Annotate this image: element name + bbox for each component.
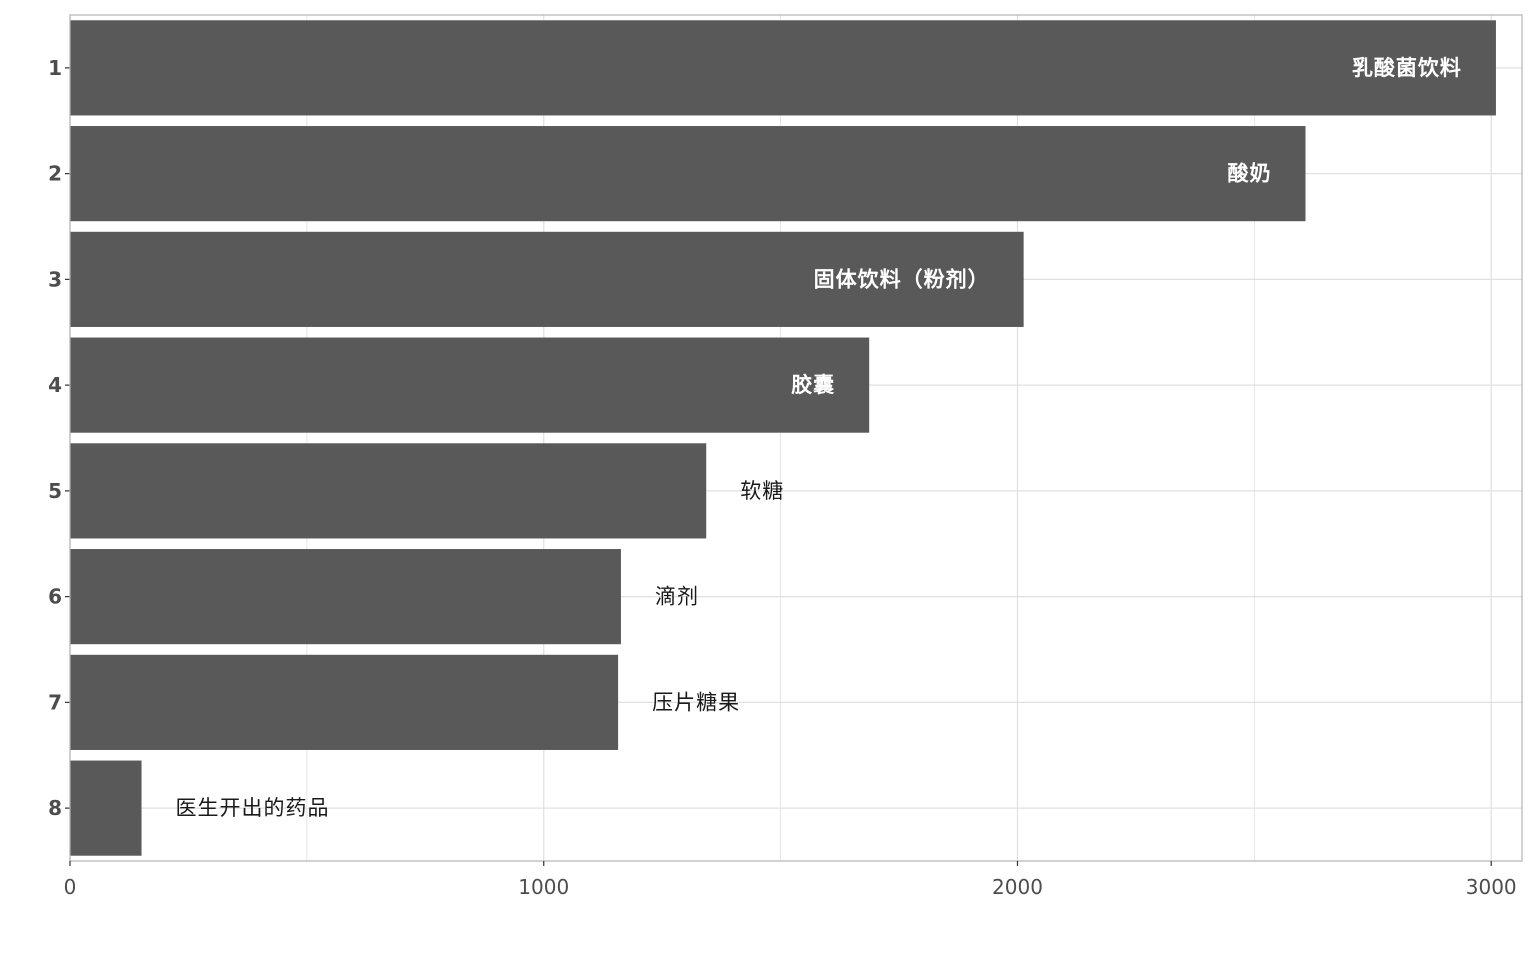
- bar-label-8: 医生开出的药品: [176, 796, 330, 820]
- bar-label-2: 酸奶: [1228, 162, 1272, 186]
- y-tick-label-5: 5: [48, 479, 62, 503]
- bar-label-5: 软糖: [740, 479, 784, 503]
- bar-7: [70, 654, 619, 750]
- y-tick-label-1: 1: [48, 56, 62, 80]
- bar-3: [70, 231, 1024, 327]
- bar-2: [70, 126, 1306, 222]
- y-tick-label-7: 7: [48, 690, 62, 714]
- y-tick-label-2: 2: [48, 162, 62, 186]
- bar-label-4: 胶囊: [791, 373, 835, 397]
- bar-5: [70, 443, 707, 539]
- x-tick-label-0: 0: [64, 875, 77, 899]
- panel-border: [69, 14, 1523, 862]
- axis-layer: 1 2 3 4 5 6 7 8 0 1000 2000 3000: [48, 14, 1523, 899]
- bar-4: [70, 337, 870, 433]
- bar-label-3: 固体饮料（粉剂）: [814, 267, 990, 291]
- bar-label-7: 压片糖果: [652, 690, 740, 714]
- bar-label-1: 乳酸菌饮料: [1352, 56, 1462, 80]
- x-tick-label-3000: 3000: [1466, 875, 1517, 899]
- x-tick-label-1000: 1000: [518, 875, 569, 899]
- bar-8: [70, 760, 142, 856]
- bar-label-6: 滴剂: [655, 585, 699, 609]
- y-tick-label-3: 3: [48, 267, 62, 291]
- y-tick-label-6: 6: [48, 585, 62, 609]
- y-tick-label-4: 4: [48, 373, 62, 397]
- bar-layer: [70, 20, 1496, 856]
- bar-6: [70, 549, 621, 645]
- bar-1: [70, 20, 1496, 116]
- y-tick-label-8: 8: [48, 796, 62, 820]
- x-tick-label-2000: 2000: [992, 875, 1043, 899]
